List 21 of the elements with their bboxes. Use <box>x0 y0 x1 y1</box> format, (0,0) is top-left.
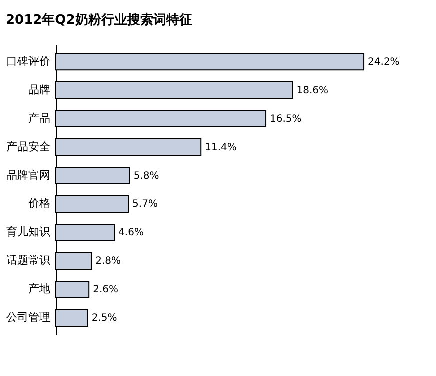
y-tick-label: 产品 <box>28 112 50 125</box>
y-tick-label: 话题常识 <box>6 254 50 268</box>
y-tick-label: 公司管理 <box>6 311 50 324</box>
y-tick-label: 价格 <box>28 197 50 210</box>
data-label: 24.2% <box>368 56 400 68</box>
data-label: 2.6% <box>93 284 118 296</box>
chart-title: 2012年Q2奶粉行业搜索词特征 <box>6 12 192 28</box>
data-label: 11.4% <box>205 142 237 154</box>
y-tick-label: 口碑评价 <box>6 54 50 68</box>
data-label: 2.5% <box>92 313 118 324</box>
y-tick-label: 品牌官网 <box>6 168 50 182</box>
data-label: 5.8% <box>134 170 160 182</box>
y-tick-label: 产品安全 <box>6 140 50 154</box>
data-label: 18.6% <box>296 85 329 96</box>
data-label: 2.8% <box>96 256 122 268</box>
data-label: 5.7% <box>132 199 158 210</box>
data-label: 4.6% <box>118 228 144 239</box>
y-tick-label: 育儿知识 <box>6 226 50 239</box>
data-label: 16.5% <box>270 114 302 125</box>
y-tick-label: 品牌 <box>28 83 50 96</box>
y-tick-label: 产地 <box>28 282 50 296</box>
